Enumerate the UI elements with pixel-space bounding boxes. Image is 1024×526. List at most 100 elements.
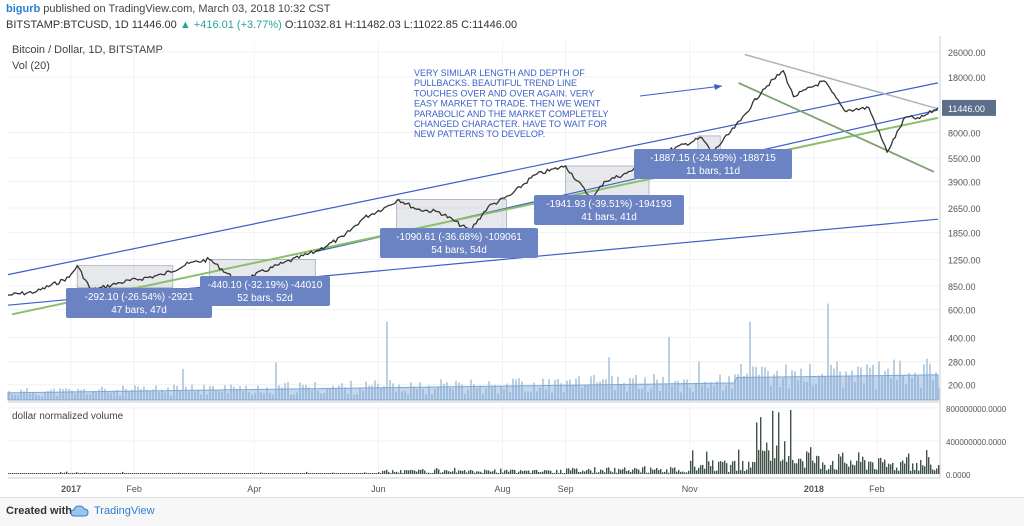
volume-bar (701, 385, 703, 400)
volume-bar (50, 389, 52, 400)
volume-bar (41, 396, 43, 400)
normalized-volume-bar (200, 473, 202, 474)
normalized-volume-bar (10, 473, 12, 474)
volume-bar (311, 390, 313, 400)
normalized-volume-bar (502, 472, 504, 474)
volume-bar (485, 388, 487, 400)
volume-bar (179, 390, 181, 400)
normalized-volume-bar (12, 473, 14, 474)
pullback-label-change: -1941.93 (-39.51%) -194193 (546, 199, 672, 210)
normalized-volume-bar (174, 473, 176, 474)
volume-bar (383, 386, 385, 400)
normalized-volume-bar (924, 466, 926, 474)
volume-bar (215, 390, 217, 400)
volume-bar (236, 388, 238, 400)
volume-bar (152, 389, 154, 400)
volume-bar (359, 388, 361, 400)
volume-bar (119, 395, 121, 400)
normalized-volume-bar (790, 409, 792, 474)
volume-bar (290, 394, 292, 400)
x-tick-label: Apr (247, 484, 261, 494)
volume-bar (323, 393, 325, 400)
volume-bar (305, 384, 307, 400)
volume-bar (404, 390, 406, 400)
volume-bar (578, 376, 580, 400)
volume-bar (734, 374, 736, 400)
normalized-volume-bar (308, 473, 310, 474)
volume-bar (932, 380, 934, 400)
normalized-volume-bar (898, 470, 900, 474)
normalized-volume-bar (916, 462, 918, 474)
volume-bar (809, 364, 811, 400)
normalized-volume-bar (498, 473, 500, 474)
normalized-volume-bar (830, 464, 832, 474)
y-tick-label: 26000.00 (948, 48, 986, 58)
normalized-volume-bar (206, 473, 208, 474)
volume-bar (17, 395, 19, 400)
normalized-volume-bar (606, 467, 608, 474)
normalized-volume-bar (910, 470, 912, 474)
volume-bar (602, 379, 604, 400)
normalized-volume-bar (38, 473, 40, 474)
normalized-volume-bar (138, 473, 140, 474)
normalized-volume-bar (522, 471, 524, 474)
normalized-volume-bar (94, 473, 96, 474)
author-link[interactable]: bigurb (6, 3, 41, 15)
normalized-volume-bar (288, 473, 290, 474)
normalized-volume-bar (112, 473, 114, 474)
normalized-volume-bar (22, 473, 24, 474)
normalized-volume-bar (394, 472, 396, 474)
volume-bar (845, 371, 847, 400)
normalized-volume-bar (40, 473, 42, 474)
volume-bar (821, 373, 823, 400)
normalized-volume-bar (524, 470, 526, 474)
normalized-volume-bar (760, 417, 762, 474)
normalized-volume-bar (864, 460, 866, 474)
normalized-volume-bar (900, 461, 902, 474)
normalized-volume-bar (572, 467, 574, 474)
normalized-volume-bar (848, 466, 850, 474)
normalized-volume-bar (762, 450, 764, 474)
normalized-volume-bar (780, 461, 782, 474)
normalized-volume-bar (378, 472, 380, 474)
normalized-volume-bar (106, 473, 108, 474)
normalized-volume-bar (640, 472, 642, 474)
normalized-volume-bar (628, 470, 630, 474)
normalized-volume-bar (52, 473, 54, 474)
normalized-volume-bar (398, 472, 400, 474)
volume-bar (260, 392, 262, 400)
normalized-volume-bar (208, 473, 210, 474)
normalized-volume-bar (258, 473, 260, 474)
volume-bar (464, 393, 466, 400)
tradingview-cloud-icon[interactable] (70, 503, 92, 519)
normalized-volume-bar (380, 473, 382, 474)
volume-bar (824, 376, 826, 400)
volume-bar (449, 387, 451, 400)
y-tick-label: 8000.00 (948, 128, 981, 138)
normalized-volume-bar (202, 473, 204, 474)
normalized-volume-bar (804, 467, 806, 474)
volume-bar (428, 385, 430, 400)
price-chart[interactable]: dollar normalized volume 800000000.0000 40… (0, 0, 1024, 497)
normalized-volume-bar (18, 473, 20, 474)
normalized-volume-bar (20, 473, 22, 474)
footer-bar: Created with TradingView (0, 497, 1024, 526)
volume-bar (764, 367, 766, 400)
volume-bar (833, 368, 835, 400)
volume-bar (812, 385, 814, 400)
volume-bar (80, 389, 82, 400)
volume-bar (47, 390, 49, 400)
normalized-volume-bar (834, 469, 836, 474)
normalized-volume-bar (908, 453, 910, 474)
volume-bar (524, 392, 526, 400)
normalized-volume-bar (464, 470, 466, 474)
normalized-volume-bar (300, 473, 302, 474)
volume-bar (362, 390, 364, 400)
volume-bar (275, 362, 277, 400)
y-tick-label: 200.00 (948, 381, 976, 391)
tradingview-link[interactable]: TradingView (94, 505, 155, 517)
normalized-volume-bar (150, 473, 152, 474)
normalized-volume-bar (658, 470, 660, 474)
volume-bar (68, 388, 70, 400)
normalized-volume-bar (370, 473, 372, 474)
